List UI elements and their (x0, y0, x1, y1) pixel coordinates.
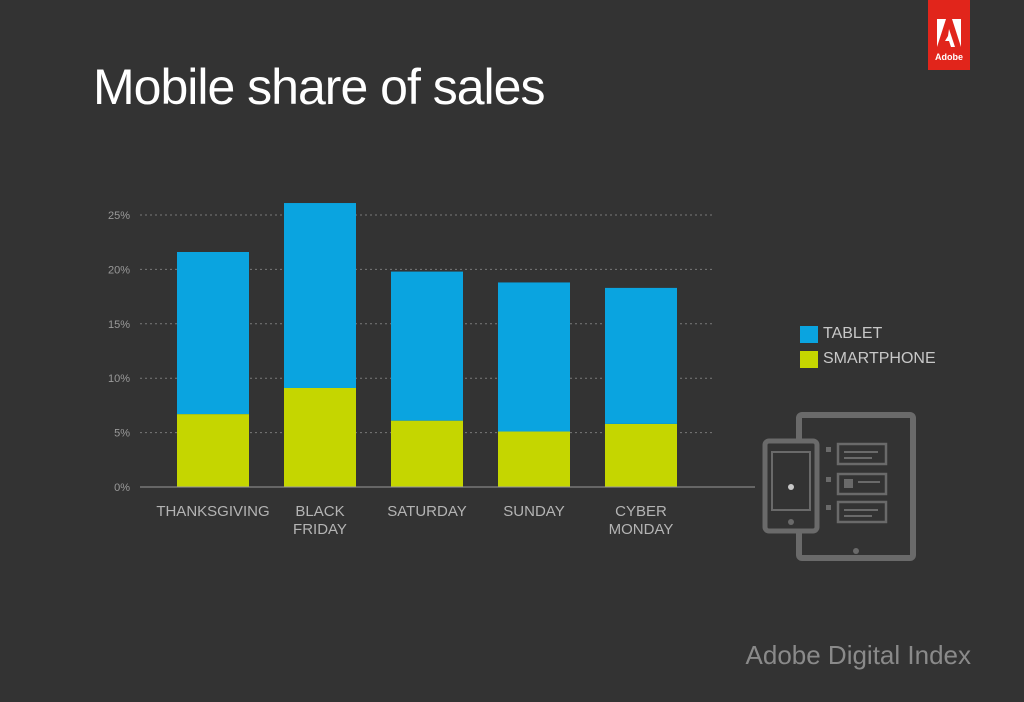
tablet-smartphone-icon (762, 412, 916, 561)
chart-legend: TABLET SMARTPHONE (800, 322, 936, 372)
x-tick-label: SUNDAY (503, 503, 564, 520)
bar-tablet-4 (605, 287, 677, 424)
legend-item-tablet: TABLET (800, 322, 936, 346)
adobe-logo: Adobe (928, 0, 970, 70)
y-tick-label: 10% (108, 373, 130, 385)
legend-label-smartphone: SMARTPHONE (823, 350, 936, 367)
bar-smartphone-1 (284, 387, 356, 487)
y-tick-label: 25% (108, 210, 130, 222)
x-tick-label: BLACK (295, 503, 344, 520)
bar-tablet-2 (391, 271, 463, 421)
y-tick-label: 15% (108, 319, 130, 331)
y-tick-label: 0% (114, 482, 130, 494)
bar-tablet-0 (177, 251, 249, 415)
adobe-logo-icon (937, 19, 961, 47)
x-tick-label: CYBER (615, 503, 667, 520)
footer-brand-text: Adobe Digital Index (745, 640, 971, 670)
bar-smartphone-4 (605, 423, 677, 487)
x-tick-label: MONDAY (609, 521, 674, 538)
x-tick-label: THANKSGIVING (156, 503, 269, 520)
bar-smartphone-2 (391, 420, 463, 487)
chart-title: Mobile share of sales (93, 59, 545, 115)
legend-swatch-smartphone (800, 350, 818, 368)
x-tick-label: FRIDAY (293, 521, 347, 538)
bar-smartphone-0 (177, 414, 249, 487)
bar-tablet-3 (498, 282, 570, 432)
legend-swatch-tablet (800, 325, 818, 343)
bar-tablet-1 (284, 203, 356, 388)
legend-label-tablet: TABLET (823, 325, 883, 342)
adobe-logo-text: Adobe (935, 52, 963, 62)
bar-smartphone-3 (498, 431, 570, 487)
y-tick-label: 20% (108, 264, 130, 276)
x-tick-label: SATURDAY (387, 503, 466, 520)
legend-item-smartphone: SMARTPHONE (800, 347, 936, 371)
y-tick-label: 5% (114, 428, 130, 440)
